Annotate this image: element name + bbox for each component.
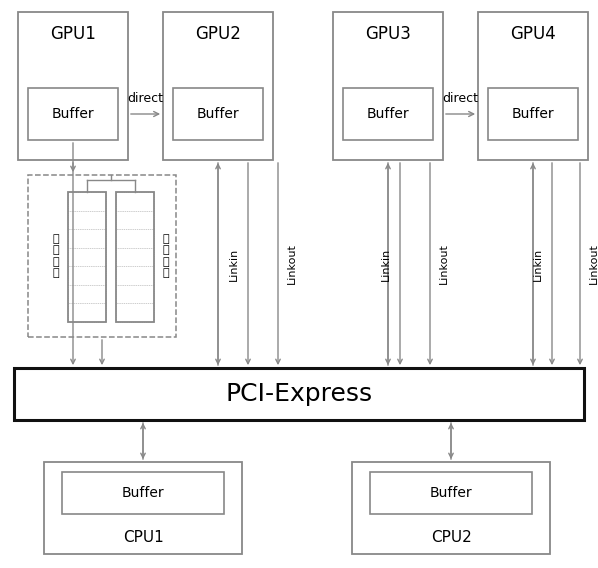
- Bar: [68, 285, 106, 303]
- Text: GPU2: GPU2: [195, 25, 241, 43]
- Bar: [370, 472, 532, 514]
- Bar: [68, 211, 106, 229]
- Bar: [68, 248, 106, 266]
- Text: GPU4: GPU4: [510, 25, 556, 43]
- Text: 接
收
操
作: 接 收 操 作: [53, 233, 59, 278]
- Bar: [116, 211, 154, 229]
- Text: Linkout: Linkout: [589, 244, 598, 285]
- Bar: [333, 12, 443, 160]
- Text: Buffer: Buffer: [367, 107, 409, 121]
- Bar: [352, 462, 550, 554]
- Text: Linkout: Linkout: [287, 244, 297, 285]
- Bar: [68, 192, 106, 322]
- Bar: [14, 368, 584, 420]
- Bar: [68, 229, 106, 248]
- Bar: [488, 88, 578, 140]
- Text: Linkout: Linkout: [439, 244, 449, 285]
- Bar: [68, 266, 106, 285]
- Bar: [163, 12, 273, 160]
- Text: Buffer: Buffer: [197, 107, 239, 121]
- Text: Buffer: Buffer: [512, 107, 554, 121]
- Bar: [116, 229, 154, 248]
- Bar: [116, 303, 154, 322]
- Text: GPU3: GPU3: [365, 25, 411, 43]
- Bar: [28, 175, 176, 337]
- Text: Buffer: Buffer: [430, 486, 472, 500]
- Bar: [116, 248, 154, 266]
- Text: GPU1: GPU1: [50, 25, 96, 43]
- Bar: [62, 472, 224, 514]
- Bar: [173, 88, 263, 140]
- Text: PCI-Express: PCI-Express: [225, 382, 373, 406]
- Bar: [116, 192, 154, 211]
- Text: Buffer: Buffer: [51, 107, 94, 121]
- Bar: [116, 266, 154, 285]
- Text: Buffer: Buffer: [121, 486, 164, 500]
- Text: CPU1: CPU1: [123, 531, 163, 545]
- Text: Linkin: Linkin: [381, 248, 391, 281]
- Text: direct: direct: [127, 91, 163, 105]
- Bar: [68, 192, 106, 211]
- Bar: [116, 285, 154, 303]
- Text: Linkin: Linkin: [229, 248, 239, 281]
- Bar: [343, 88, 433, 140]
- Text: direct: direct: [442, 91, 478, 105]
- Bar: [44, 462, 242, 554]
- Text: Linkin: Linkin: [533, 248, 543, 281]
- Text: 发
送
操
作: 发 送 操 作: [163, 233, 169, 278]
- Text: CPU2: CPU2: [431, 531, 471, 545]
- Bar: [68, 303, 106, 322]
- Bar: [478, 12, 588, 160]
- Bar: [116, 192, 154, 322]
- Bar: [18, 12, 128, 160]
- Bar: [28, 88, 118, 140]
